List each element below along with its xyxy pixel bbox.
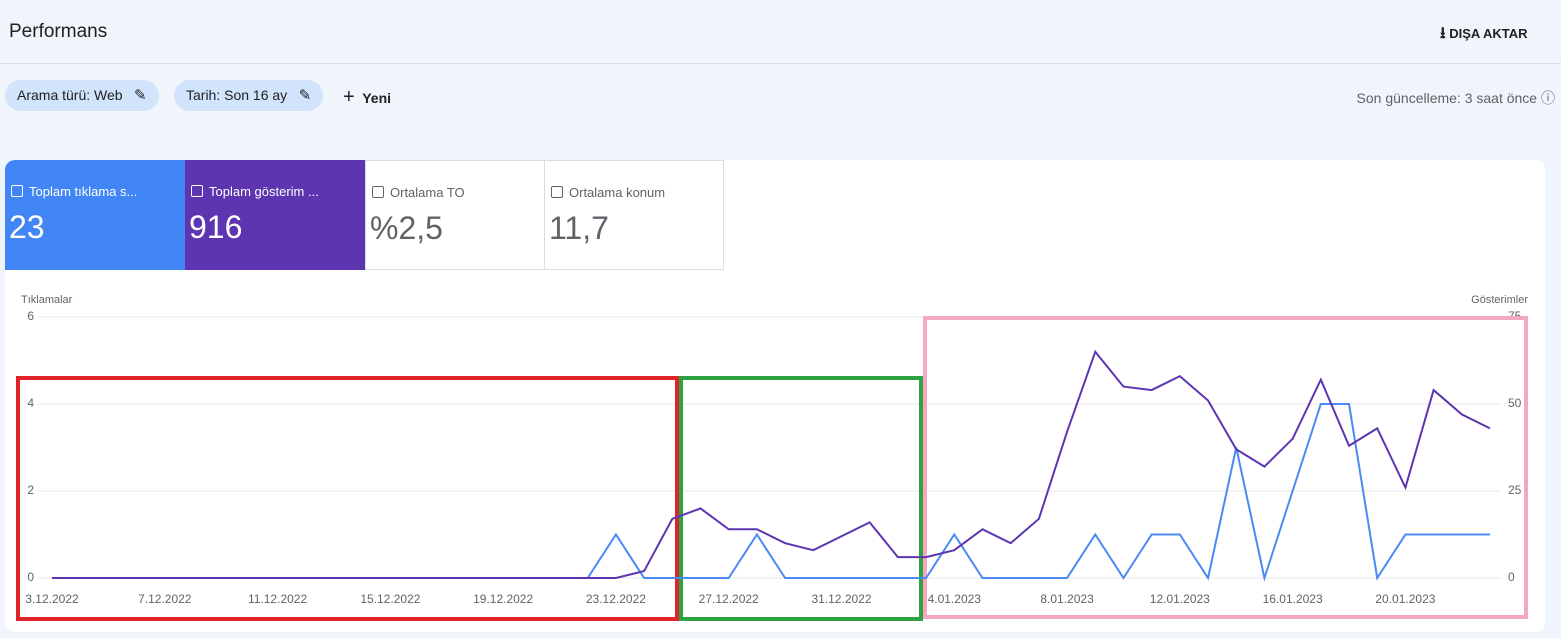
- y2-tick-label: 50: [1508, 396, 1522, 410]
- filter-chip[interactable]: Tarih: Son 16 ay: [174, 80, 324, 111]
- x-tick-label: 20.01.2023: [1375, 592, 1435, 606]
- x-tick-label: 11.12.2022: [248, 592, 307, 606]
- y2-tick-label: 25: [1508, 483, 1522, 497]
- y2-axis-title: Gösterimler: [1471, 294, 1528, 306]
- x-tick-label: 31.12.2022: [811, 592, 871, 606]
- y-tick-label: 6: [27, 309, 34, 323]
- metric-label: Ortalama konum: [551, 185, 723, 200]
- metric-card[interactable]: Ortalama TO %2,5: [365, 160, 545, 270]
- new-filter[interactable]: + Yeni: [343, 86, 392, 108]
- x-tick-label: 16.01.2023: [1263, 592, 1323, 606]
- x-tick-label: 8.01.2023: [1040, 592, 1094, 606]
- annotation-box: [923, 316, 1528, 619]
- metric-value: %2,5: [370, 210, 443, 246]
- x-tick-label: 19.12.2022: [473, 592, 533, 606]
- last-update-text: Son güncelleme: 3 saat önce: [1356, 90, 1538, 106]
- metric-value: 916: [189, 209, 243, 245]
- annotation-box: [679, 376, 923, 621]
- x-tick-label: 4.01.2023: [928, 592, 982, 606]
- metric-label: Toplam gösterim ...: [191, 184, 365, 199]
- x-tick-label: 3.12.2022: [25, 592, 79, 606]
- x-tick-label: 15.12.2022: [360, 592, 420, 606]
- annotation-box: [16, 376, 679, 621]
- divider: [0, 63, 1561, 64]
- metric-card[interactable]: Toplam gösterim ... 916: [185, 160, 365, 270]
- x-tick-label: 7.12.2022: [138, 592, 192, 606]
- export-button[interactable]: ⭳ DIŞA AKTAR: [1440, 25, 1528, 42]
- filter-chip[interactable]: Arama türü: Web: [5, 80, 159, 111]
- metric-card[interactable]: Ortalama konum 11,7: [544, 160, 724, 270]
- x-tick-label: 27.12.2022: [699, 592, 759, 606]
- y-tick-label: 0: [27, 570, 34, 584]
- y2-tick-label: 0: [1508, 570, 1515, 584]
- metric-label: Ortalama TO: [372, 185, 544, 200]
- y-tick-label: 2: [27, 483, 34, 497]
- metric-card[interactable]: Toplam tıklama s... 23: [5, 160, 185, 270]
- line: [52, 349, 1491, 579]
- metric-value: 11,7: [549, 210, 609, 246]
- export-label: DIŞA AKTAR: [1449, 26, 1528, 41]
- metric-value: 23: [9, 209, 45, 245]
- page-title: Performans: [9, 21, 108, 42]
- new-label: Yeni: [362, 90, 392, 106]
- metric-label: Toplam tıklama s...: [11, 184, 185, 199]
- y-axis-title: Tıklamalar: [21, 294, 73, 306]
- x-tick-label: 23.12.2022: [586, 592, 646, 606]
- last-update: Son güncelleme: 3 saat önce ⓘ: [1356, 90, 1555, 106]
- x-tick-label: 12.01.2023: [1150, 592, 1210, 606]
- y-tick-label: 4: [27, 396, 34, 410]
